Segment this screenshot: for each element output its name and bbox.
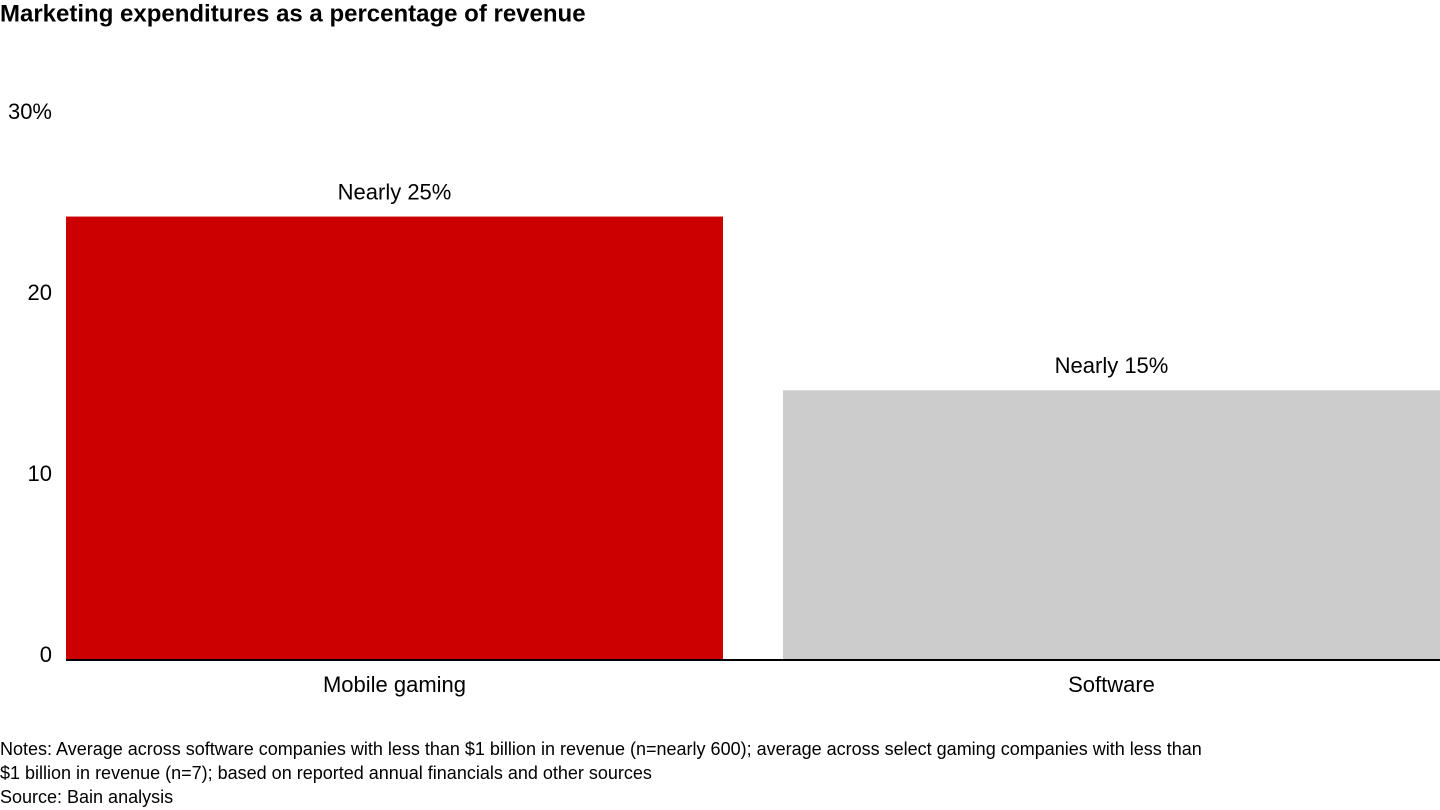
notes-line: $1 billion in revenue (n=7); based on re… [0,763,652,783]
chart-title: Marketing expenditures as a percentage o… [0,0,586,27]
notes-line: Notes: Average across software companies… [0,739,1202,759]
y-tick-label: 30% [8,99,52,124]
x-tick-label: Mobile gaming [323,672,466,697]
x-tick-label: Software [1068,672,1155,697]
value-label: Nearly 15% [1055,353,1169,378]
bar [783,390,1440,660]
y-tick-label: 0 [40,642,52,667]
source: Source: Bain analysis [0,787,173,807]
value-label: Nearly 25% [338,179,452,204]
y-tick-label: 10 [28,461,52,486]
bar [66,216,723,661]
y-tick-label: 20 [28,280,52,305]
